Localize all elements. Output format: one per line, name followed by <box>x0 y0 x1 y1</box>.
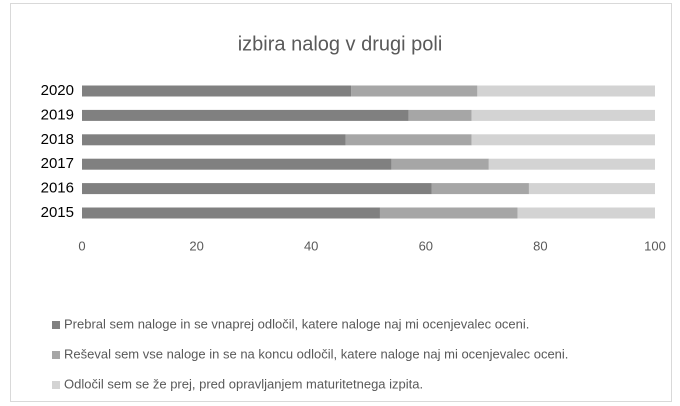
x-tick-label: 80 <box>533 238 547 253</box>
bar-segment <box>82 158 392 170</box>
bar-segment <box>82 183 432 195</box>
bar-segment <box>517 207 655 219</box>
bar-segment <box>528 183 655 195</box>
x-tick-label: 40 <box>304 238 318 253</box>
bar-segment <box>82 109 409 121</box>
y-tick-label: 2018 <box>41 131 74 148</box>
y-tick-label: 2017 <box>41 155 74 172</box>
y-tick-label: 2016 <box>41 180 74 197</box>
bar-segment <box>379 207 518 219</box>
x-tick-label: 20 <box>189 238 203 253</box>
bar-segment <box>82 134 346 146</box>
bar-segment <box>82 207 380 219</box>
y-tick-label: 2020 <box>41 82 74 99</box>
bar-segment <box>471 134 655 146</box>
x-tick-label: 100 <box>644 238 666 253</box>
bar-segment <box>431 183 529 195</box>
legend-label: Prebral sem naloge in se vnaprej odločil… <box>64 316 529 331</box>
legend-label: Odločil sem se že prej, pred opravljanje… <box>64 376 423 391</box>
y-tick-label: 2015 <box>41 204 74 221</box>
legend-swatch <box>52 321 60 329</box>
bar-segment <box>477 85 655 97</box>
legend-label: Reševal sem vse naloge in se na koncu od… <box>64 346 568 361</box>
legend-swatch <box>52 351 60 359</box>
bar-segment <box>488 158 655 170</box>
chart-frame <box>10 3 672 402</box>
y-tick-label: 2019 <box>41 106 74 123</box>
bar-segment <box>391 158 489 170</box>
legend-swatch <box>52 381 60 389</box>
bar-segment <box>471 109 655 121</box>
bar-segment <box>351 85 478 97</box>
bar-segment <box>345 134 472 146</box>
bar-segment <box>82 85 352 97</box>
x-tick-label: 60 <box>419 238 433 253</box>
bar-segment <box>408 109 472 121</box>
x-tick-label: 0 <box>78 238 85 253</box>
chart-title: izbira nalog v drugi poli <box>238 33 443 55</box>
